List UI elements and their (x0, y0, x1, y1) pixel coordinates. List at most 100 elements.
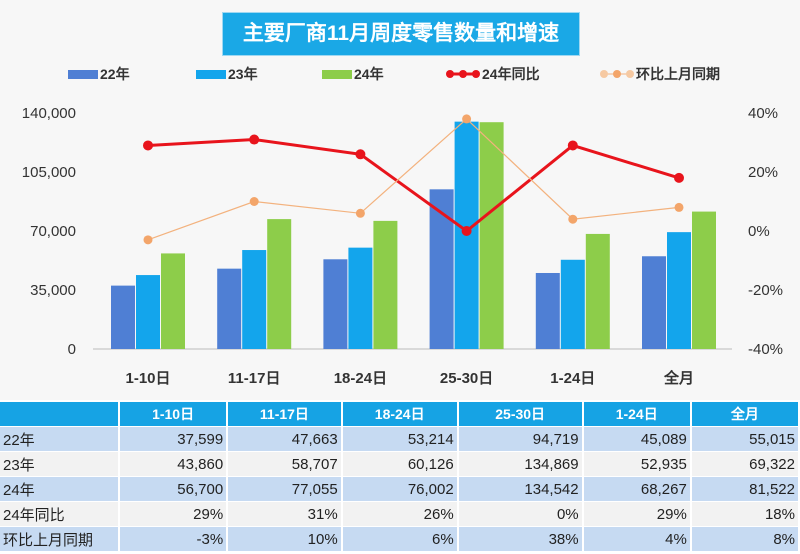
chart-title: 主要厂商11月周度零售数量和增速 (222, 12, 580, 56)
bar-24年 (585, 233, 610, 349)
point-24年同比 (143, 140, 153, 151)
table-cell: 53,214 (341, 426, 459, 452)
bar-23年 (348, 247, 373, 349)
table-header-cell: 全月 (690, 402, 800, 427)
y-left-tick: 0 (68, 341, 76, 358)
table-cell: 55,015 (690, 426, 800, 452)
table-row: 22年 37,599 47,663 53,214 94,719 45,089 55,015 (0, 426, 800, 452)
point-24年同比 (249, 134, 260, 145)
point-24年同比 (461, 226, 472, 236)
legend-line-marker (600, 70, 634, 78)
table-cell: 29% (119, 501, 229, 527)
table-cell: 94,719 (457, 426, 584, 452)
row-label: 环比上月同期 (0, 526, 120, 552)
legend-yoy: 24年同比 (446, 64, 540, 84)
bar-24年 (161, 253, 185, 349)
table-row: 24年同比 29% 31% 26% 0% 29% 18% (0, 501, 800, 527)
table-cell: 4% (582, 526, 692, 552)
table-cell: 45,089 (582, 426, 692, 452)
point-环比上月同期 (143, 235, 153, 245)
table-cell: 56,700 (119, 476, 229, 502)
bar-23年 (136, 275, 160, 349)
bar-24年 (692, 211, 716, 349)
table-row: 环比上月同期 -3% 10% 6% 38% 4% 8% (0, 526, 800, 552)
line-环比上月同期 (147, 118, 680, 241)
y-right-tick: 20% (748, 164, 778, 181)
bar-24年 (267, 219, 292, 349)
bar-22年 (323, 259, 348, 349)
bar-22年 (429, 189, 454, 349)
table-cell: 43,860 (119, 451, 229, 477)
y-left-tick: 70,000 (30, 223, 76, 240)
y-left-tick: 140,000 (22, 105, 76, 122)
table-cell: 52,935 (582, 451, 692, 477)
table-header-cell: 1-24日 (582, 402, 692, 427)
y-right-tick: -20% (748, 282, 783, 299)
table-cell: 81,522 (690, 476, 800, 502)
legend-label: 环比上月同期 (636, 66, 720, 82)
point-环比上月同期 (355, 208, 365, 218)
table-cell: 10% (227, 526, 343, 552)
legend-label: 24年 (354, 66, 384, 82)
bar-24年 (479, 122, 504, 350)
legend-label: 24年同比 (482, 66, 540, 82)
bar-22年 (535, 272, 560, 349)
x-tick: 18-24日 (334, 370, 387, 387)
table-cell: 60,126 (341, 451, 459, 477)
table-cell: 134,542 (457, 476, 584, 502)
table-header-cell: 1-10日 (119, 402, 229, 427)
bar-22年 (642, 256, 666, 349)
point-环比上月同期 (249, 197, 259, 206)
bar-24年 (373, 220, 398, 349)
point-环比上月同期 (568, 214, 578, 224)
point-24年同比 (674, 172, 684, 183)
table-header-cell: 25-30日 (457, 402, 584, 427)
x-tick: 全月 (663, 369, 694, 387)
bar-23年 (560, 259, 585, 349)
table-cell: 38% (457, 526, 584, 552)
table-header-cell: 18-24日 (341, 402, 459, 427)
x-tick: 11-17日 (228, 370, 281, 387)
table-cell: 47,663 (227, 426, 343, 452)
legend-22: 22年 (68, 64, 130, 84)
table-cell: 31% (227, 501, 343, 527)
bar-22年 (217, 268, 242, 349)
table-row: 23年 43,860 58,707 60,126 134,869 52,935 69,322 (0, 451, 800, 477)
bar-23年 (242, 250, 267, 349)
x-tick: 1-24日 (550, 370, 595, 387)
table-cell: -3% (119, 526, 229, 552)
table-cell: 69,322 (690, 451, 800, 477)
table-cell: 29% (582, 501, 692, 527)
table-cell: 77,055 (227, 476, 343, 502)
x-tick: 25-30日 (440, 370, 493, 387)
table-cell: 76,002 (341, 476, 459, 502)
legend-swatch (322, 69, 352, 79)
bar-23年 (667, 232, 691, 349)
legend-23: 23年 (196, 64, 258, 84)
legend-line-marker (446, 70, 480, 78)
row-label: 24年 (0, 476, 120, 502)
table-cell: 8% (690, 526, 800, 552)
table-cell: 134,869 (457, 451, 584, 477)
y-left-tick: 35,000 (30, 282, 76, 299)
y-right-tick: 0% (748, 223, 770, 240)
legend-swatch (196, 69, 226, 79)
legend-swatch (68, 69, 98, 79)
table-cell: 6% (341, 526, 459, 552)
y-right-tick: 40% (748, 105, 778, 122)
table-cell: 58,707 (227, 451, 343, 477)
table-cell: 37,599 (119, 426, 229, 452)
table-row: 24年 56,700 77,055 76,002 134,542 68,267 81,522 (0, 476, 800, 502)
point-24年同比 (567, 140, 578, 151)
legend-label: 22年 (100, 66, 130, 82)
row-label: 23年 (0, 451, 120, 477)
table-header-cell (0, 402, 120, 427)
table-header-cell: 11-17日 (227, 402, 343, 427)
row-label: 22年 (0, 426, 120, 452)
plot-area: 0 35,000 70,000 105,000 140,000 -40% -20% 0% 20%… (22, 105, 783, 387)
table-cell: 68,267 (582, 476, 692, 502)
point-环比上月同期 (462, 114, 472, 124)
legend-mom: 环比上月同期 (600, 64, 720, 84)
legend-label: 23年 (228, 66, 258, 82)
chart: 主要厂商11月周度零售数量和增速 22年 23年 24年 24年同比 环比上月同… (21, 12, 784, 387)
